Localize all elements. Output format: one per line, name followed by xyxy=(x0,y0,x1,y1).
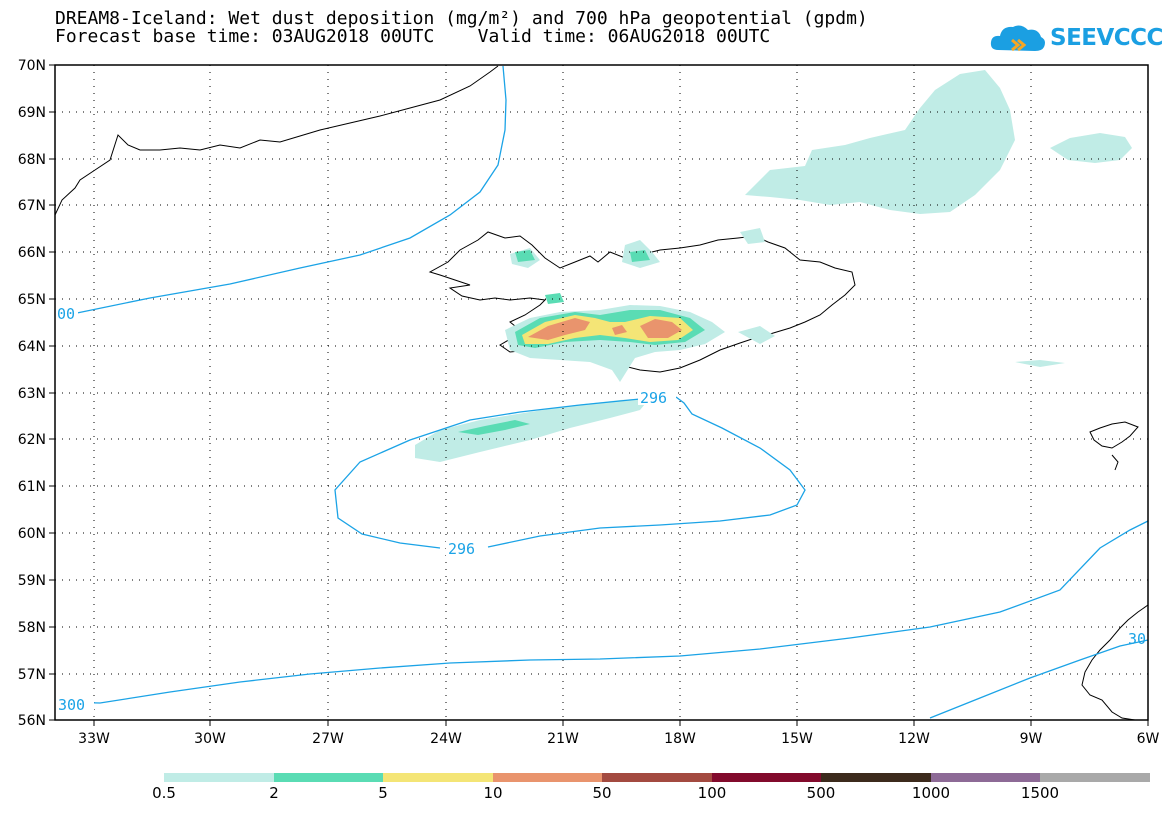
legend-swatch-1 xyxy=(274,773,383,782)
lon-label: 24W xyxy=(430,731,462,747)
legend-swatch-7 xyxy=(931,773,1040,782)
lon-label: 18W xyxy=(664,731,696,747)
legend-swatch-6 xyxy=(821,773,931,782)
dust-area xyxy=(1015,360,1065,367)
contour-label: 296 xyxy=(448,540,475,558)
dust-area xyxy=(740,228,765,244)
lat-label: 66N xyxy=(18,245,46,261)
geopotential-contours xyxy=(56,65,1149,719)
lat-label: 58N xyxy=(18,620,46,636)
lon-label: 21W xyxy=(547,731,579,747)
coastlines xyxy=(54,65,1149,721)
iceland-coast xyxy=(428,231,856,373)
lon-label: 30W xyxy=(194,731,226,747)
seevccc-logo: SEEVCCC xyxy=(988,20,1163,60)
lon-label: 15W xyxy=(781,731,813,747)
lat-label: 64N xyxy=(18,339,46,355)
legend-swatch-8 xyxy=(1040,773,1150,782)
map-subtitle: Forecast base time: 03AUG2018 00UTC Vali… xyxy=(55,26,771,47)
legend-swatch-4 xyxy=(602,773,712,782)
legend-label: 100 xyxy=(697,784,727,802)
dust-area xyxy=(738,326,775,344)
dust-area xyxy=(545,293,564,304)
gridlines xyxy=(55,65,1148,720)
cloud-logo-icon xyxy=(990,25,1045,52)
dust-area xyxy=(630,250,650,262)
dust-area xyxy=(745,70,1015,214)
dust-area xyxy=(612,325,627,335)
lat-label: 59N xyxy=(18,573,46,589)
dust-deposition-fill xyxy=(415,70,1132,462)
lon-label: 12W xyxy=(898,731,930,747)
dust-area xyxy=(1050,133,1132,163)
greenland-coast xyxy=(54,65,499,216)
lat-label: 57N xyxy=(18,667,46,683)
lon-label: 33W xyxy=(78,731,110,747)
legend-swatch-2 xyxy=(383,773,493,782)
lat-label: 70N xyxy=(18,58,46,74)
contour-label: 30 xyxy=(1128,630,1146,648)
lat-label: 67N xyxy=(18,198,46,214)
contour-300-south xyxy=(56,520,1149,704)
contour-label: 00 xyxy=(57,305,75,323)
lat-label: 68N xyxy=(18,152,46,168)
lon-label: 9W xyxy=(1020,731,1043,747)
lat-label: 69N xyxy=(18,105,46,121)
axis-ticks xyxy=(49,64,1149,726)
contour-296-loop xyxy=(334,396,806,549)
dust-area xyxy=(515,250,535,262)
faroe-coast xyxy=(1089,421,1139,471)
legend-swatch-0 xyxy=(164,773,274,782)
legend-label: 1500 xyxy=(1020,784,1060,802)
contour-300-north xyxy=(76,65,507,314)
legend-label: 50 xyxy=(592,784,612,802)
lon-label: 6W xyxy=(1137,731,1160,747)
dust-area xyxy=(528,318,590,340)
legend-swatch-3 xyxy=(493,773,602,782)
contour-label: 300 xyxy=(58,696,85,714)
lat-label: 61N xyxy=(18,479,46,495)
lat-label: 60N xyxy=(18,526,46,542)
legend-label: 2 xyxy=(269,784,279,802)
logo-text: SEEVCCC xyxy=(1050,25,1163,51)
contour-label: 296 xyxy=(640,389,667,407)
legend-label: 500 xyxy=(806,784,836,802)
lat-label: 56N xyxy=(18,713,46,729)
legend-label: 10 xyxy=(483,784,503,802)
legend-label: 5 xyxy=(378,784,388,802)
lon-label: 27W xyxy=(312,731,344,747)
map-title: DREAM8-Iceland: Wet dust deposition (mg/… xyxy=(55,8,868,29)
lat-label: 62N xyxy=(18,432,46,448)
lat-label: 65N xyxy=(18,292,46,308)
contour-304 xyxy=(929,639,1149,719)
dust-area xyxy=(415,398,650,462)
dust-area xyxy=(640,319,682,338)
legend-swatch-5 xyxy=(712,773,821,782)
legend-label: 1000 xyxy=(911,784,951,802)
lat-label: 63N xyxy=(18,386,46,402)
dust-area xyxy=(458,420,530,435)
scotland-coast xyxy=(1081,604,1149,721)
legend-label: 0.5 xyxy=(152,784,176,802)
